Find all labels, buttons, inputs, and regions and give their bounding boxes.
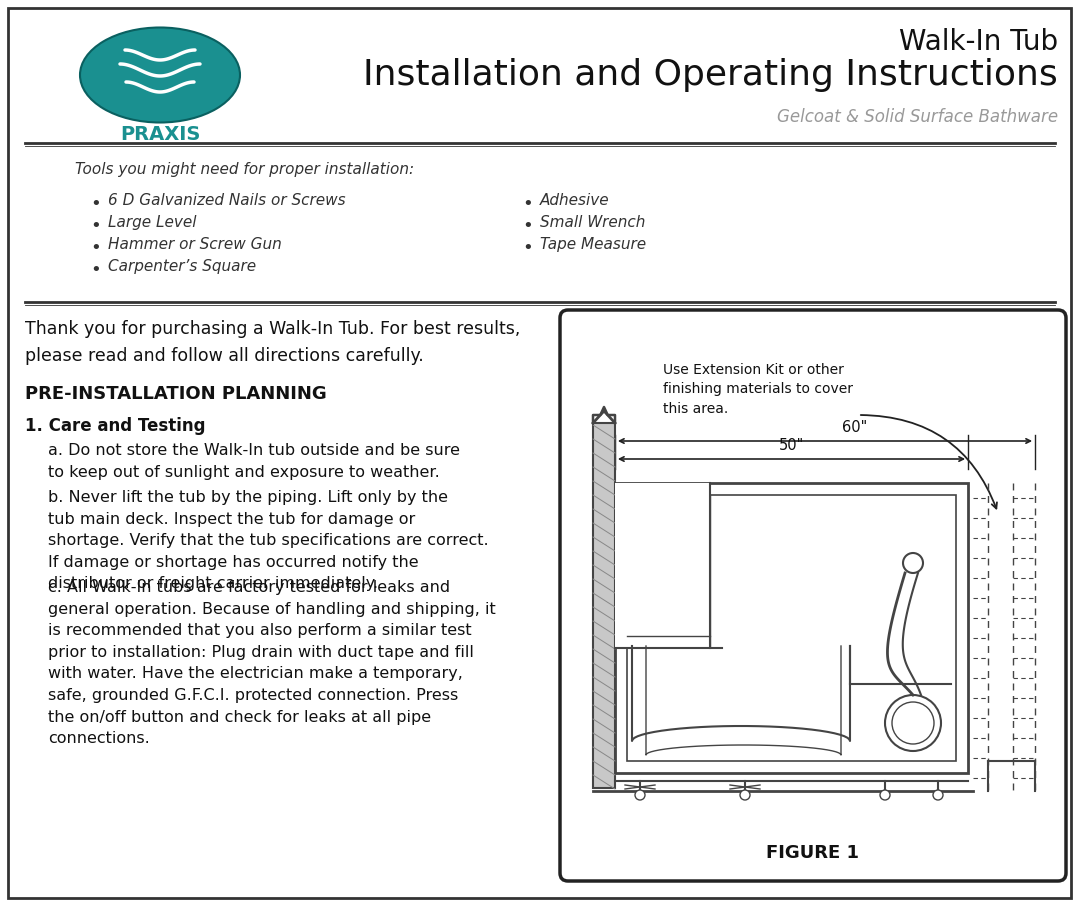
FancyBboxPatch shape: [561, 310, 1066, 881]
Circle shape: [635, 790, 645, 800]
Text: •: •: [522, 217, 532, 235]
Text: b. Never lift the tub by the piping. Lift only by the
tub main deck. Inspect the: b. Never lift the tub by the piping. Lif…: [48, 490, 488, 591]
Text: 6 D Galvanized Nails or Screws: 6 D Galvanized Nails or Screws: [108, 193, 346, 208]
Circle shape: [740, 790, 750, 800]
Ellipse shape: [80, 27, 240, 122]
Text: FIGURE 1: FIGURE 1: [767, 844, 860, 862]
Text: Installation and Operating Instructions: Installation and Operating Instructions: [363, 58, 1058, 92]
Text: Carpenter’s Square: Carpenter’s Square: [108, 259, 256, 274]
Text: 60": 60": [842, 420, 867, 435]
Text: Adhesive: Adhesive: [540, 193, 609, 208]
Text: 50": 50": [779, 438, 805, 453]
Text: •: •: [522, 239, 532, 257]
Text: Small Wrench: Small Wrench: [540, 215, 646, 230]
Text: PRAXIS: PRAXIS: [120, 125, 200, 144]
Text: 1. Care and Testing: 1. Care and Testing: [25, 417, 205, 435]
Circle shape: [880, 790, 890, 800]
Text: Large Level: Large Level: [108, 215, 197, 230]
Text: •: •: [90, 261, 100, 279]
FancyBboxPatch shape: [8, 8, 1071, 898]
Text: •: •: [90, 195, 100, 213]
Text: •: •: [90, 239, 100, 257]
Circle shape: [933, 790, 943, 800]
Text: a. Do not store the Walk-In tub outside and be sure
to keep out of sunlight and : a. Do not store the Walk-In tub outside …: [48, 443, 460, 480]
Polygon shape: [615, 483, 710, 648]
Text: Walk-In Tub: Walk-In Tub: [899, 28, 1058, 56]
Text: Thank you for purchasing a Walk-In Tub. For best results,
please read and follow: Thank you for purchasing a Walk-In Tub. …: [25, 320, 521, 366]
Text: Gelcoat & Solid Surface Bathware: Gelcoat & Solid Surface Bathware: [777, 108, 1058, 126]
Polygon shape: [593, 423, 615, 788]
Text: Tools you might need for proper installation:: Tools you might need for proper installa…: [75, 162, 414, 177]
Circle shape: [903, 553, 923, 573]
Text: c. All Walk-In tubs are factory tested for leaks and
general operation. Because : c. All Walk-In tubs are factory tested f…: [48, 580, 496, 746]
Text: PRE-INSTALLATION PLANNING: PRE-INSTALLATION PLANNING: [25, 385, 327, 403]
Circle shape: [885, 695, 941, 751]
Text: Use Extension Kit or other
finishing materials to cover
this area.: Use Extension Kit or other finishing mat…: [663, 363, 853, 416]
Text: •: •: [90, 217, 100, 235]
Text: Tape Measure: Tape Measure: [540, 237, 646, 252]
Text: Hammer or Screw Gun: Hammer or Screw Gun: [108, 237, 282, 252]
Circle shape: [892, 702, 934, 744]
Polygon shape: [615, 483, 968, 773]
Text: •: •: [522, 195, 532, 213]
